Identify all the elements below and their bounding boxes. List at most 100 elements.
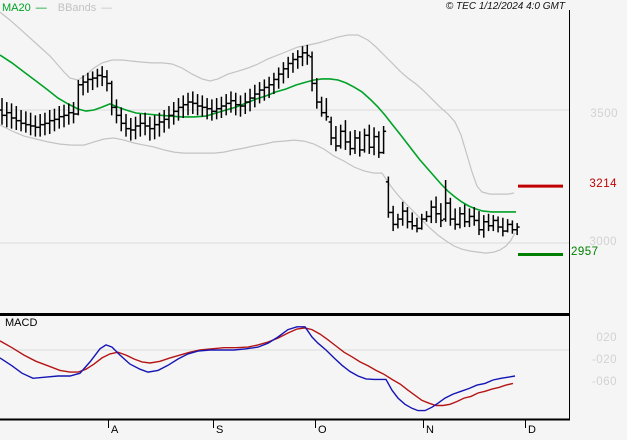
- month-label-august: A: [111, 424, 119, 436]
- ohlc-candle: [23, 111, 29, 133]
- chart-legend: MA20 — BBands —: [2, 2, 112, 14]
- ohlc-candle: [385, 176, 391, 218]
- ohlc-candle: [271, 72, 277, 95]
- ohlc-candle: [242, 92, 248, 115]
- ohlc-candle: [462, 204, 468, 228]
- ohlc-candle: [419, 213, 425, 230]
- macd-panel-title: MACD: [5, 317, 38, 329]
- ohlc-candle: [13, 106, 19, 130]
- ohlc-candle: [371, 127, 377, 156]
- macd-axis-label-neg020: -020: [591, 354, 617, 366]
- month-label-october: O: [318, 424, 327, 436]
- ohlc-candle: [309, 51, 315, 92]
- ohlc-candle: [47, 110, 53, 134]
- ohlc-candle: [218, 96, 224, 119]
- ohlc-candle: [180, 95, 186, 119]
- ohlc-candle: [290, 52, 296, 73]
- ohlc-candle: [443, 179, 449, 222]
- ohlc-candle: [357, 131, 363, 157]
- ohlc-candle: [342, 120, 348, 150]
- ohlc-candle: [295, 50, 301, 69]
- ohlc-candle: [233, 92, 239, 116]
- ohlc-candle: [400, 201, 406, 226]
- ohlc-candle: [214, 98, 220, 120]
- ohlc-candle: [9, 103, 15, 129]
- ohlc-candle: [257, 82, 263, 104]
- ohlc-candle: [109, 80, 115, 116]
- ohlc-candle: [362, 128, 368, 153]
- ohlc-candle: [285, 56, 291, 79]
- ma20-line: [0, 54, 516, 213]
- ohlc-candle: [323, 98, 329, 121]
- ohlc-candle: [204, 98, 210, 120]
- resistance-level-label: 3214: [589, 178, 617, 190]
- ohlc-candle: [42, 112, 48, 136]
- ohlc-candle: [338, 124, 344, 149]
- ohlc-candle: [199, 95, 205, 117]
- ohlc-candle: [228, 91, 234, 113]
- ohlc-candle: [66, 103, 72, 125]
- ohlc-candle: [32, 115, 38, 137]
- ohlc-candle: [376, 131, 382, 158]
- ohlc-candle: [409, 212, 415, 230]
- ohlc-candle: [99, 66, 105, 87]
- ohlc-candle: [481, 215, 487, 238]
- ohlc-candle: [161, 110, 167, 133]
- ohlc-candle: [190, 91, 196, 115]
- ohlc-candle: [280, 62, 286, 84]
- ohlc-candle: [428, 200, 434, 224]
- ohlc-candle: [238, 95, 243, 117]
- ohlc-candle: [495, 216, 501, 233]
- ohlc-candle: [390, 205, 396, 232]
- ohlc-candle: [75, 79, 81, 116]
- ohlc-candle: [509, 220, 515, 234]
- ohlc-candle: [37, 114, 43, 137]
- ohlc-candle: [51, 108, 57, 132]
- ohlc-candle: [142, 112, 148, 136]
- ohlc-candle: [505, 219, 511, 233]
- ohlc-candle: [366, 124, 372, 154]
- price-axis-label-3500: 3500: [590, 108, 618, 120]
- ohlc-candle: [514, 223, 520, 236]
- ohlc-candle: [56, 106, 62, 129]
- ma20-legend-label: MA20: [2, 2, 31, 14]
- copyright-text: © TEC 1/12/2024 4:0 GMT: [445, 1, 565, 12]
- ohlc-candle: [156, 112, 162, 137]
- ohlc-candle: [61, 104, 67, 128]
- bollinger-upper-line: [0, 11, 515, 195]
- ohlc-candle: [304, 44, 310, 65]
- ohlc-candle: [171, 102, 177, 125]
- bbands-legend-label: BBands: [57, 2, 97, 14]
- ohlc-candle: [175, 98, 181, 121]
- ohlc-candle: [128, 118, 134, 141]
- ohlc-candle: [381, 125, 387, 154]
- month-label-december: D: [528, 424, 536, 436]
- macd-signal-line: [0, 327, 514, 407]
- ohlc-candle: [261, 79, 267, 101]
- ohlc-candle: [433, 196, 439, 224]
- price-axis-label-3000: 3000: [589, 236, 617, 248]
- ohlc-candle: [185, 92, 191, 116]
- ohlc-candle: [490, 215, 496, 232]
- ohlc-candle: [347, 131, 353, 156]
- ohlc-candle: [4, 102, 10, 128]
- ohlc-candle: [266, 76, 272, 99]
- ohlc-candle: [223, 94, 229, 116]
- ohlc-candle: [104, 70, 110, 92]
- ohlc-candle: [166, 106, 172, 129]
- ohlc-candle: [28, 112, 34, 136]
- ohlc-candle: [486, 213, 492, 232]
- ohlc-candle: [123, 114, 129, 137]
- ohlc-candle: [328, 116, 334, 146]
- ohlc-candle: [276, 67, 282, 89]
- ohlc-candle: [113, 99, 119, 124]
- ohlc-candle: [118, 107, 124, 132]
- ohlc-candle: [500, 217, 506, 237]
- ohlc-candle: [333, 125, 339, 152]
- ohlc-candle: [404, 207, 410, 229]
- ohlc-candle: [71, 102, 77, 124]
- ohlc-candle: [476, 211, 482, 236]
- ohlc-candle: [94, 68, 100, 88]
- ohlc-candle: [319, 96, 325, 117]
